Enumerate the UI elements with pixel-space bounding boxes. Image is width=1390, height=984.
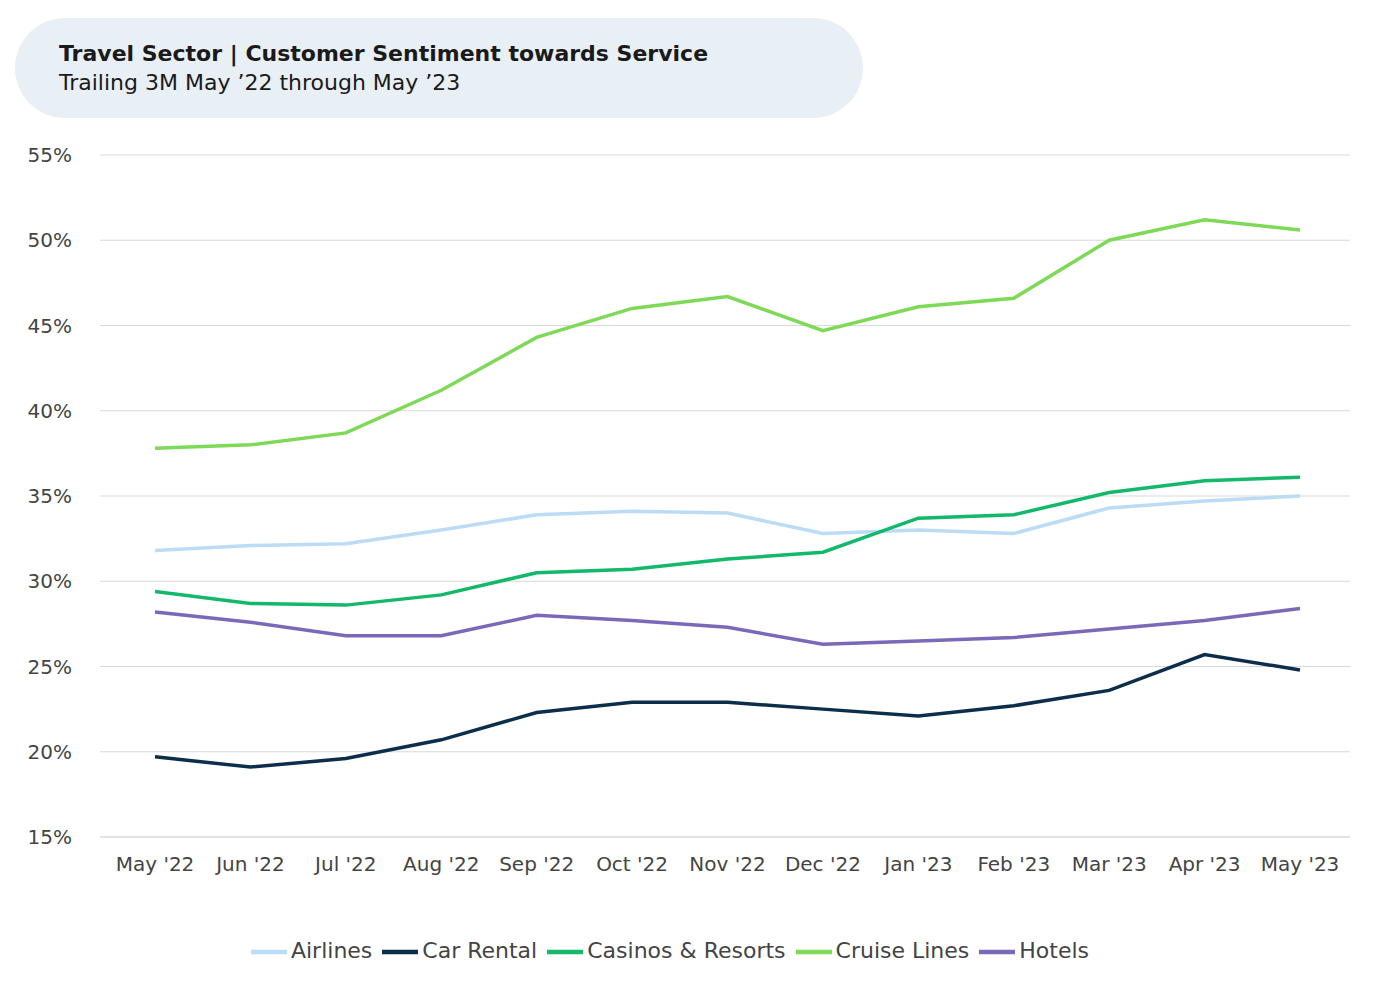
svg-text:Jun '22: Jun '22	[214, 852, 285, 876]
svg-text:Mar '23: Mar '23	[1072, 852, 1147, 876]
svg-text:Apr '23: Apr '23	[1169, 852, 1241, 876]
svg-text:55%: 55%	[28, 143, 72, 167]
html-text:Hotels: Hotels	[1019, 938, 1089, 963]
svg-text:Oct '22: Oct '22	[596, 852, 668, 876]
svg-text:May '22: May '22	[116, 852, 195, 876]
svg-text:35%: 35%	[28, 484, 72, 508]
html-text:Casinos & Resorts: Casinos & Resorts	[587, 938, 786, 963]
svg-text:50%: 50%	[28, 228, 72, 252]
svg-text:Aug '22: Aug '22	[403, 852, 479, 876]
svg-text:Jul '22: Jul '22	[313, 852, 376, 876]
svg-text:Dec '22: Dec '22	[785, 852, 861, 876]
svg-text:15%: 15%	[28, 825, 72, 849]
svg-text:20%: 20%	[28, 740, 72, 764]
html-text:Trailing 3M May ’22 through Ma: Trailing 3M May ’22 through May ’23	[59, 70, 461, 95]
svg-text:Feb '23: Feb '23	[977, 852, 1050, 876]
svg-text:Sep '22: Sep '22	[499, 852, 574, 876]
html-text:Travel Sector | Customer Senti: Travel Sector | Customer Sentiment towar…	[59, 41, 709, 66]
svg-text:45%: 45%	[28, 314, 72, 338]
svg-text:25%: 25%	[28, 655, 72, 679]
html-text:Car Rental: Car Rental	[422, 938, 538, 963]
html-text:Cruise Lines: Cruise Lines	[835, 938, 970, 963]
svg-text:30%: 30%	[28, 569, 72, 593]
html-text:Airlines: Airlines	[291, 938, 373, 963]
svg-text:Jan '23: Jan '23	[882, 852, 952, 876]
svg-text:Nov '22: Nov '22	[689, 852, 765, 876]
svg-text:May '23: May '23	[1261, 852, 1340, 876]
svg-text:40%: 40%	[28, 399, 72, 423]
